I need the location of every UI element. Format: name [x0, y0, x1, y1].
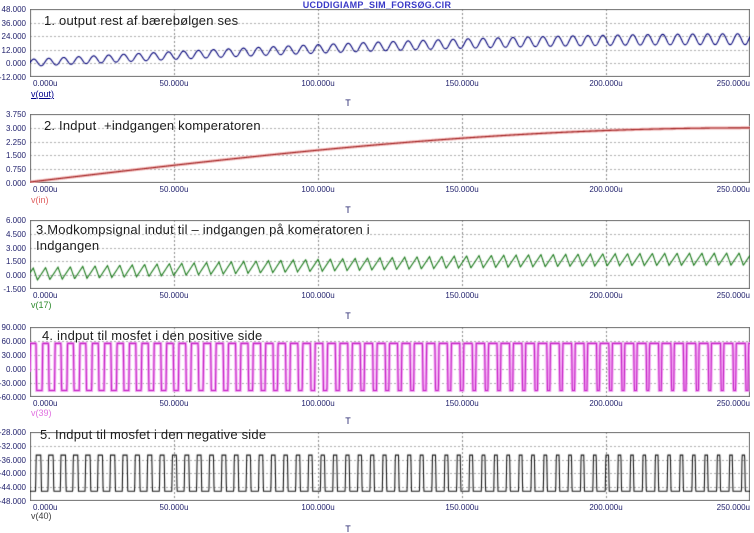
- annotation-2: 2. Indput +indgangen komperatoren: [44, 118, 261, 133]
- ytick: 0.000: [5, 178, 26, 188]
- y-axis-labels-4: 90.000 60.000 30.000 0.000 -30.000 -60.0…: [0, 323, 27, 402]
- xtick: 50.000u: [159, 185, 189, 194]
- x-axis-labels-5: 0.000u 50.000u 100.000u 150.000u 200.000…: [30, 503, 750, 513]
- xtick: 200.000u: [589, 399, 623, 408]
- y-axis-labels-3: 6.000 4.500 3.000 1.500 0.000 -1.500: [0, 216, 27, 294]
- xtick: 250.000u: [716, 291, 750, 300]
- xtick: 100.000u: [301, 79, 335, 88]
- ytick: -36.000: [0, 455, 26, 465]
- ytick: 90.000: [1, 322, 26, 332]
- xtick: 0.000u: [33, 79, 58, 88]
- ytick: 30.000: [1, 350, 26, 360]
- t-axis-label-4: T: [345, 416, 351, 426]
- waveform-plot-feedback[interactable]: [30, 220, 750, 289]
- t-axis-label-5: T: [345, 524, 351, 533]
- waveform-plot-mosfet-negative[interactable]: [30, 432, 750, 501]
- ytick: 0.750: [5, 165, 26, 175]
- t-axis-label-2: T: [345, 205, 351, 215]
- xtick: 100.000u: [301, 185, 335, 194]
- xtick: 250.000u: [716, 399, 750, 408]
- annotation-5: 5. Indput til mosfet i den negative side: [40, 427, 267, 442]
- x-axis-labels-4: 0.000u 50.000u 100.000u 150.000u 200.000…: [30, 399, 750, 409]
- ytick: 24.000: [1, 32, 26, 42]
- annotation-1: 1. output rest af bærebølgen ses: [44, 13, 239, 28]
- waveform-plot-mosfet-positive[interactable]: [30, 327, 750, 397]
- ytick: 0.000: [5, 59, 26, 69]
- ytick: 1.500: [5, 151, 26, 161]
- xtick: 50.000u: [159, 79, 189, 88]
- ytick: -28.000: [0, 427, 26, 437]
- xtick: 250.000u: [716, 79, 750, 88]
- xtick: 150.000u: [445, 503, 479, 512]
- xtick: 100.000u: [301, 291, 335, 300]
- ytick: -60.000: [0, 392, 26, 402]
- ytick: 0.000: [5, 364, 26, 374]
- signal-label-v40[interactable]: v(40): [31, 511, 52, 521]
- annotation-3: 3.Modkompsignal indut til – indgangen på…: [36, 222, 374, 253]
- waveform-plot-output[interactable]: [30, 9, 750, 77]
- xtick: 150.000u: [445, 79, 479, 88]
- xtick: 100.000u: [301, 399, 335, 408]
- xtick: 0.000u: [33, 291, 58, 300]
- xtick: 200.000u: [589, 503, 623, 512]
- xtick: 50.000u: [159, 291, 189, 300]
- y-axis-labels-1: 48.000 36.000 24.000 12.000 0.000 -12.00…: [0, 5, 27, 82]
- signal-label-vin[interactable]: v(in): [31, 195, 49, 205]
- xtick: 0.000u: [33, 399, 58, 408]
- ytick: -32.000: [0, 441, 26, 451]
- ytick: 3.000: [5, 243, 26, 253]
- signal-label-v39[interactable]: v(39): [31, 408, 52, 418]
- ytick: -44.000: [0, 483, 26, 493]
- y-axis-labels-2: 3.750 3.000 2.250 1.500 0.750 0.000: [0, 110, 27, 188]
- ytick: 0.000: [5, 271, 26, 281]
- t-axis-label-3: T: [345, 311, 351, 321]
- ytick: 1.500: [5, 257, 26, 267]
- xtick: 50.000u: [159, 399, 189, 408]
- y-axis-labels-5: -28.000 -32.000 -36.000 -40.000 -44.000 …: [0, 428, 27, 506]
- ytick: 60.000: [1, 336, 26, 346]
- xtick: 200.000u: [589, 185, 623, 194]
- ytick: -40.000: [0, 469, 26, 479]
- xtick: 150.000u: [445, 399, 479, 408]
- xtick: 250.000u: [716, 503, 750, 512]
- xtick: 150.000u: [445, 185, 479, 194]
- xtick: 100.000u: [301, 503, 335, 512]
- annotation-4: 4. indput til mosfet i den positive side: [42, 328, 263, 343]
- circuit-file-title: UCDDIGIAMP_SIM_FORSØG.CIR: [302, 0, 452, 10]
- ytick: 4.500: [5, 229, 26, 239]
- ytick: -48.000: [0, 496, 26, 506]
- x-axis-labels-3: 0.000u 50.000u 100.000u 150.000u 200.000…: [30, 291, 750, 301]
- x-axis-labels-2: 0.000u 50.000u 100.000u 150.000u 200.000…: [30, 185, 750, 195]
- xtick: 0.000u: [33, 503, 58, 512]
- signal-label-vout[interactable]: v(out): [31, 89, 55, 99]
- ytick: 12.000: [1, 45, 26, 55]
- xtick: 200.000u: [589, 79, 623, 88]
- ytick: 3.750: [5, 109, 26, 119]
- x-axis-labels-1: 0.000u 50.000u 100.000u 150.000u 200.000…: [30, 79, 750, 89]
- waveform-plot-input[interactable]: [30, 114, 750, 183]
- ytick: -30.000: [0, 378, 26, 388]
- ytick: 6.000: [5, 215, 26, 225]
- ytick: 36.000: [1, 18, 26, 28]
- xtick: 50.000u: [159, 503, 189, 512]
- ytick: -12.000: [0, 72, 26, 82]
- xtick: 200.000u: [589, 291, 623, 300]
- signal-label-v17[interactable]: v(17): [31, 300, 52, 310]
- ytick: 3.000: [5, 123, 26, 133]
- xtick: 250.000u: [716, 185, 750, 194]
- ytick: 48.000: [1, 4, 26, 14]
- ytick: 2.250: [5, 137, 26, 147]
- t-axis-label-1: T: [345, 98, 351, 108]
- xtick: 0.000u: [33, 185, 58, 194]
- ytick: -1.500: [3, 284, 26, 294]
- xtick: 150.000u: [445, 291, 479, 300]
